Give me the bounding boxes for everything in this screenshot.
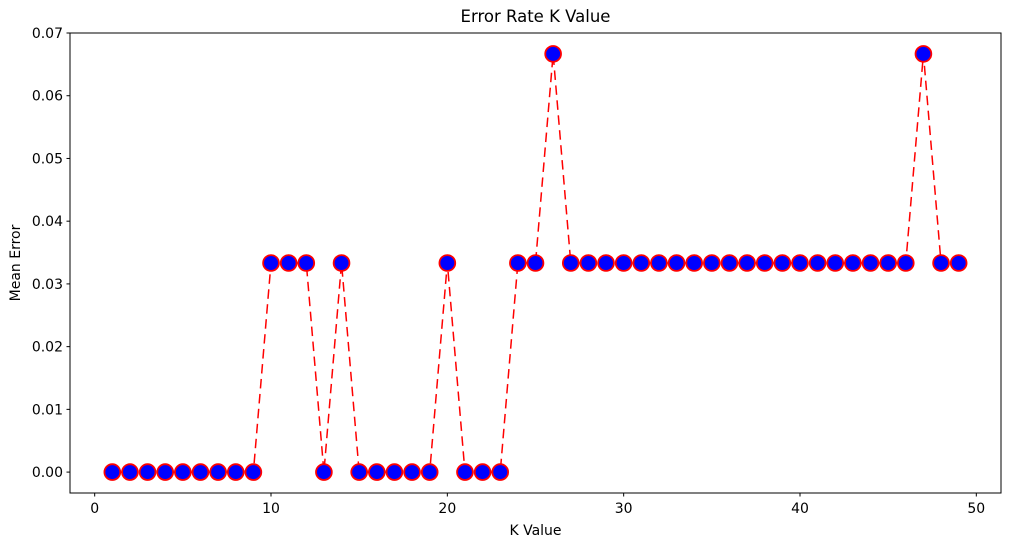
data-point — [561, 254, 580, 272]
data-point — [438, 254, 457, 272]
data-point — [667, 254, 686, 272]
data-point — [738, 254, 756, 272]
data-point — [544, 45, 562, 63]
x-tick-label: 40 — [791, 501, 809, 517]
data-point — [121, 463, 139, 481]
data-point — [244, 463, 263, 481]
data-point — [861, 254, 880, 272]
data-point — [403, 463, 421, 481]
data-point — [332, 254, 351, 272]
y-axis-label: Mean Error — [8, 224, 24, 301]
data-point — [315, 463, 333, 481]
data-point — [509, 254, 527, 272]
x-tick-label: 30 — [615, 501, 633, 517]
data-point — [791, 254, 809, 272]
data-point — [650, 254, 668, 272]
data-point — [632, 254, 651, 272]
data-point — [191, 463, 210, 481]
y-tick-label: 0.00 — [32, 465, 63, 481]
data-point — [491, 463, 510, 481]
x-tick-label: 0 — [90, 501, 99, 517]
data-point — [808, 254, 827, 272]
data-point — [209, 463, 227, 481]
data-point — [262, 254, 280, 272]
y-tick-label: 0.02 — [32, 340, 63, 356]
data-point — [614, 254, 633, 272]
data-point — [949, 254, 968, 272]
data-point — [579, 254, 598, 272]
data-point — [279, 254, 298, 272]
x-tick-label: 50 — [967, 501, 985, 517]
data-point — [932, 254, 950, 272]
data-point — [420, 463, 439, 481]
data-point — [526, 254, 545, 272]
data-point — [826, 254, 845, 272]
data-point — [226, 463, 245, 481]
data-point — [385, 463, 404, 481]
y-tick-label: 0.03 — [32, 277, 63, 293]
data-point — [773, 254, 792, 272]
data-point — [879, 254, 897, 272]
y-tick-label: 0.07 — [32, 26, 63, 42]
data-point — [473, 463, 492, 481]
data-point — [597, 254, 615, 272]
data-point — [350, 463, 368, 481]
data-point — [156, 463, 175, 481]
x-tick-label: 20 — [438, 501, 456, 517]
data-point — [755, 254, 774, 272]
y-tick-label: 0.06 — [32, 89, 63, 105]
x-tick-label: 10 — [262, 501, 280, 517]
data-point — [103, 463, 122, 481]
data-point — [174, 463, 192, 481]
data-point — [896, 254, 915, 272]
data-point — [297, 254, 316, 272]
data-point — [703, 254, 721, 272]
x-axis-label: K Value — [509, 523, 561, 539]
data-point — [456, 463, 474, 481]
data-point — [720, 254, 739, 272]
data-point — [914, 45, 933, 63]
y-tick-label: 0.01 — [32, 402, 63, 418]
plot-frame — [69, 32, 1002, 494]
data-point — [685, 254, 703, 272]
data-point — [138, 463, 157, 481]
chart-title: Error Rate K Value — [461, 7, 611, 26]
data-point — [844, 254, 862, 272]
y-tick-label: 0.04 — [32, 214, 63, 230]
data-point — [368, 463, 386, 481]
y-tick-label: 0.05 — [32, 151, 63, 167]
